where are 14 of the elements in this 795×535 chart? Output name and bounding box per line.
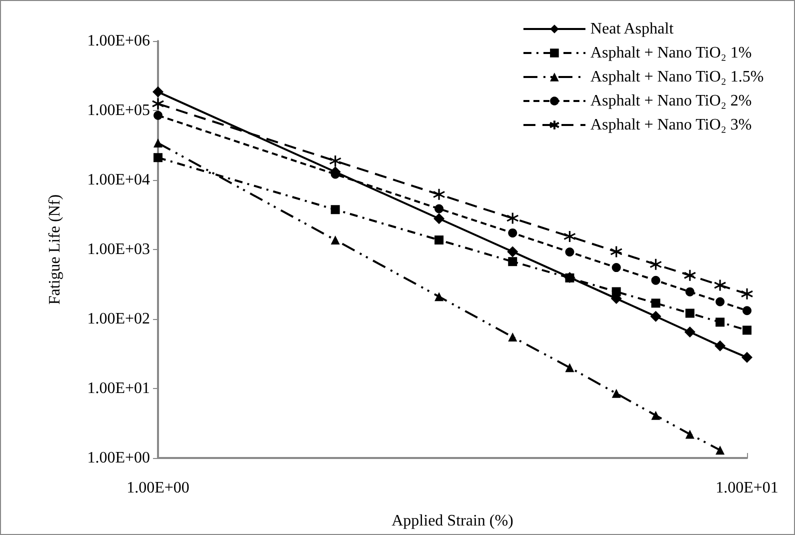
y-tick-label: 1.00E+01 <box>87 380 150 397</box>
y-tick-label: 1.00E+05 <box>87 102 150 119</box>
y-tick-label: 1.00E+02 <box>87 310 150 328</box>
legend-label: Asphalt + Nano TiO₂ 1.5% <box>590 68 764 86</box>
y-tick-label: 1.00E+00 <box>87 450 150 466</box>
y-axis-title: Fatigue Life (Nf) <box>46 194 64 305</box>
y-tick-label: 1.00E+06 <box>87 32 150 50</box>
legend-label: Asphalt + Nano TiO₂ 2% <box>590 92 752 110</box>
legend-label: Asphalt + Nano TiO₂ 1% <box>590 44 752 62</box>
legend-label: Asphalt + Nano TiO₂ 3% <box>590 116 752 134</box>
y-tick-label: 1.00E+03 <box>87 241 150 258</box>
legend-label: Neat Asphalt <box>590 20 674 38</box>
x-axis-title: Applied Strain (%) <box>392 512 514 530</box>
y-tick-label: 1.00E+04 <box>87 172 150 188</box>
